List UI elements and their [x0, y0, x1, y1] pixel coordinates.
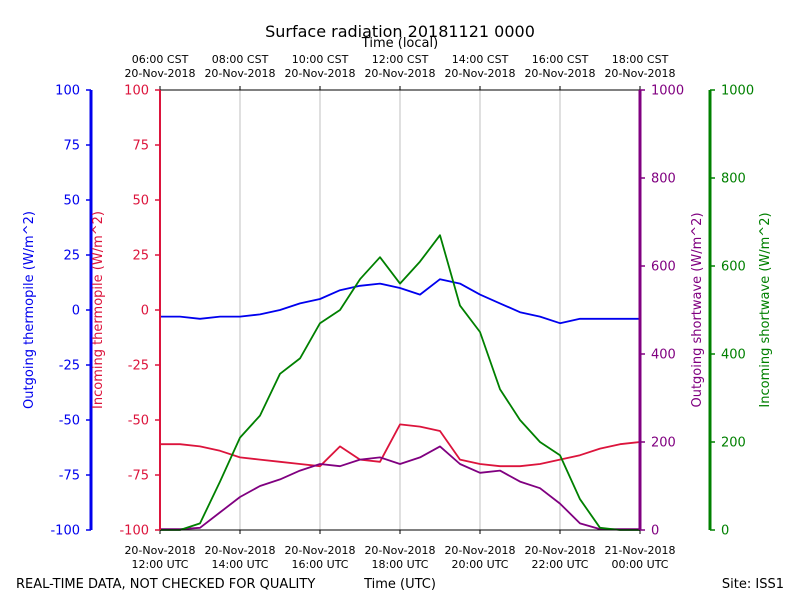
y-tick-label-in_thermo: -50	[128, 414, 149, 429]
x-tick-time: 16:00 UTC	[291, 558, 348, 571]
y-tick-label-in_sw: 400	[721, 348, 746, 363]
series-line-in_sw	[160, 234, 640, 531]
y-tick-label-out_sw: 600	[651, 260, 676, 275]
y-tick-label-in_thermo: -25	[128, 359, 149, 374]
y-tick-label-in_thermo: 25	[132, 249, 149, 264]
y-tick-label-in_thermo: -75	[128, 469, 149, 484]
y-tick-label-out_thermo: 100	[55, 84, 80, 99]
x-tick-date: 20-Nov-2018	[204, 544, 275, 557]
series-line-out_sw	[160, 445, 640, 530]
y-tick-label-out_thermo: 50	[63, 194, 80, 209]
bottom-axis-label: Time (UTC)	[363, 577, 436, 592]
top-tick-time: 18:00 CST	[612, 53, 669, 66]
y-tick-label-in_sw: 1000	[721, 84, 754, 99]
y-tick-label-out_thermo: -25	[59, 359, 80, 374]
y-axis-title-out_thermo: Outgoing thermopile (W/m^2)	[22, 211, 37, 409]
y-axis-title-in_thermo: Incoming thermopile (W/m^2)	[91, 211, 106, 409]
chart-title: Surface radiation 20181121 0000	[265, 22, 535, 41]
y-tick-label-out_thermo: -50	[59, 414, 80, 429]
top-tick-date: 20-Nov-2018	[604, 67, 675, 80]
y-tick-label-out_thermo: 75	[63, 139, 80, 154]
y-tick-label-in_sw: 0	[721, 524, 729, 539]
x-tick-date: 20-Nov-2018	[364, 544, 435, 557]
quality-disclaimer: REAL-TIME DATA, NOT CHECKED FOR QUALITY	[16, 577, 315, 592]
x-tick-date: 20-Nov-2018	[124, 544, 195, 557]
top-tick-time: 10:00 CST	[292, 53, 349, 66]
y-tick-label-out_thermo: 25	[63, 249, 80, 264]
top-axis-label: Time (local)	[361, 36, 438, 51]
y-axis-title-out_sw: Outgoing shortwave (W/m^2)	[690, 212, 705, 407]
x-tick-time: 18:00 UTC	[371, 558, 428, 571]
x-tick-time: 14:00 UTC	[211, 558, 268, 571]
y-tick-label-in_sw: 800	[721, 172, 746, 187]
top-tick-date: 20-Nov-2018	[284, 67, 355, 80]
y-tick-label-in_thermo: 0	[141, 304, 149, 319]
top-tick-date: 20-Nov-2018	[124, 67, 195, 80]
series-line-in_thermo	[160, 423, 641, 468]
y-tick-label-out_sw: 1000	[651, 84, 684, 99]
top-tick-date: 20-Nov-2018	[204, 67, 275, 80]
y-tick-label-out_thermo: -100	[50, 524, 80, 539]
y-tick-label-in_thermo: 50	[132, 194, 149, 209]
y-tick-label-out_sw: 200	[651, 436, 676, 451]
x-tick-date: 20-Nov-2018	[524, 544, 595, 557]
top-tick-time: 14:00 CST	[452, 53, 509, 66]
top-tick-date: 20-Nov-2018	[364, 67, 435, 80]
top-tick-time: 08:00 CST	[212, 53, 269, 66]
y-tick-label-out_sw: 400	[651, 348, 676, 363]
series-line-out_thermo	[160, 278, 640, 325]
x-tick-date: 21-Nov-2018	[604, 544, 675, 557]
top-tick-time: 12:00 CST	[372, 53, 429, 66]
y-tick-label-out_thermo: -75	[59, 469, 80, 484]
y-tick-label-in_thermo: -100	[119, 524, 149, 539]
y-tick-label-in_sw: 200	[721, 436, 746, 451]
value-axes: -100 -75 -50 -25 0 25 50 75 100 Outgoing thermopi…	[22, 84, 773, 539]
y-axis-title-in_sw: Incoming shortwave (W/m^2)	[758, 212, 773, 407]
top-tick-time: 06:00 CST	[132, 53, 189, 66]
site-label: Site: ISS1	[722, 577, 784, 592]
top-tick-date: 20-Nov-2018	[444, 67, 515, 80]
y-tick-label-out_sw: 0	[651, 524, 659, 539]
top-tick-time: 16:00 CST	[532, 53, 589, 66]
top-tick-date: 20-Nov-2018	[524, 67, 595, 80]
x-tick-time: 12:00 UTC	[131, 558, 188, 571]
x-tick-date: 20-Nov-2018	[284, 544, 355, 557]
x-tick-time: 22:00 UTC	[531, 558, 588, 571]
y-tick-label-in_sw: 600	[721, 260, 746, 275]
x-tick-time: 20:00 UTC	[451, 558, 508, 571]
y-tick-label-out_thermo: 0	[72, 304, 80, 319]
x-tick-date: 20-Nov-2018	[444, 544, 515, 557]
y-tick-label-in_thermo: 100	[124, 84, 149, 99]
plot-series	[160, 234, 641, 531]
y-tick-label-out_sw: 800	[651, 172, 676, 187]
y-tick-label-in_thermo: 75	[132, 139, 149, 154]
x-tick-time: 00:00 UTC	[611, 558, 668, 571]
